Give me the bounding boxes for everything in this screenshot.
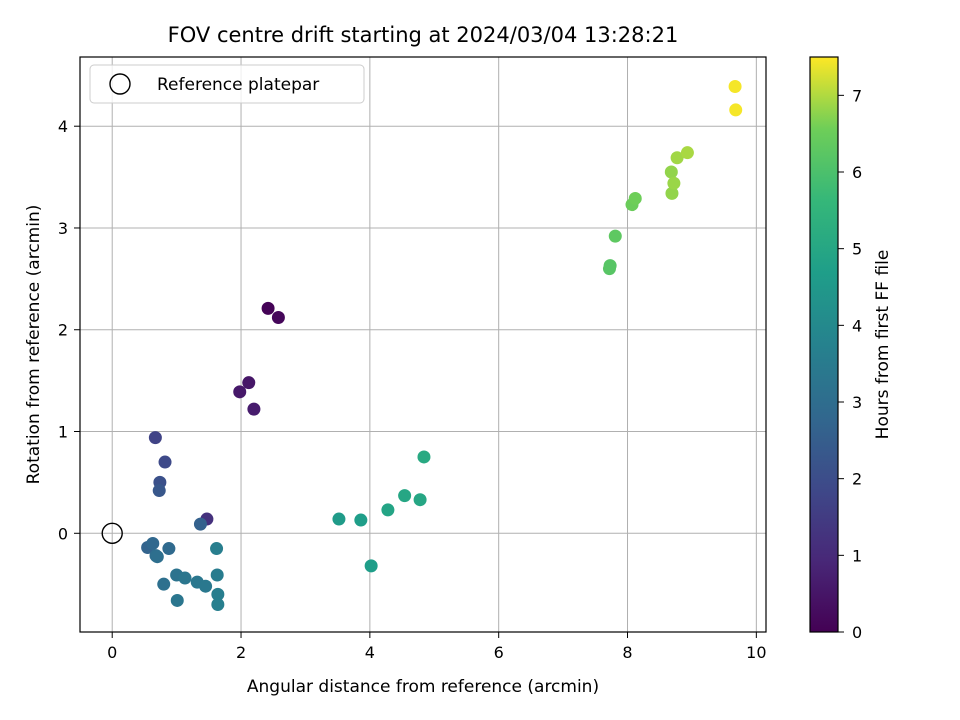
x-tick-label: 4 [365, 643, 375, 662]
colorbar-tick-label: 4 [852, 316, 862, 335]
legend: Reference platepar [89, 64, 365, 104]
data-point [158, 455, 172, 469]
data-point [178, 571, 192, 585]
data-point [193, 517, 207, 531]
x-tick-label: 10 [746, 643, 766, 662]
data-point [152, 484, 166, 498]
colorbar-gradient [810, 57, 838, 632]
chart-title: FOV centre drift starting at 2024/03/04 … [168, 23, 679, 47]
grid-lines [80, 57, 766, 632]
data-point [354, 513, 368, 527]
x-tick-label: 8 [622, 643, 632, 662]
y-axis-ticks: 0 1 2 3 4 [58, 117, 80, 543]
data-point [211, 598, 225, 612]
y-tick-label: 0 [58, 524, 68, 543]
data-point [667, 176, 681, 190]
y-tick-label: 3 [58, 219, 68, 238]
data-point [628, 191, 642, 205]
data-point [247, 402, 261, 416]
legend-box [89, 64, 365, 104]
colorbar-tick-label: 6 [852, 163, 862, 182]
y-tick-label: 1 [58, 423, 68, 442]
data-point [603, 259, 617, 273]
data-point [162, 542, 176, 556]
colorbar: 0 1 2 3 4 5 6 7 Hours from first FF file [809, 56, 893, 642]
data-point [608, 229, 622, 243]
colorbar-tick-label: 0 [852, 623, 862, 642]
legend-reference-marker [109, 73, 131, 95]
colorbar-title: Hours from first FF file [873, 250, 893, 440]
data-point [417, 450, 431, 464]
y-tick-label: 4 [58, 117, 68, 136]
data-point [364, 559, 378, 573]
data-point [665, 186, 679, 200]
colorbar-tick-label: 1 [852, 546, 862, 565]
x-tick-label: 0 [107, 643, 117, 662]
reference-marker-layer [101, 522, 123, 544]
colorbar-ticks: 0 1 2 3 4 5 6 7 [838, 86, 862, 642]
data-point [332, 512, 346, 526]
data-point [261, 301, 275, 315]
data-point [242, 376, 256, 390]
data-point [680, 146, 694, 160]
data-point [413, 493, 427, 507]
y-axis-title: Rotation from reference (arcmin) [24, 205, 44, 485]
colorbar-tick-label: 7 [852, 86, 862, 105]
data-point [271, 311, 285, 325]
data-point [146, 536, 160, 550]
data-point [233, 385, 247, 399]
data-point [670, 151, 684, 165]
data-point [398, 489, 412, 503]
data-points [141, 80, 743, 612]
colorbar-tick-label: 5 [852, 240, 862, 259]
data-point [170, 593, 184, 607]
data-point [729, 103, 743, 117]
data-point [210, 568, 224, 582]
data-point [210, 542, 224, 556]
x-tick-label: 2 [236, 643, 246, 662]
x-axis-ticks: 0 2 4 6 8 10 [107, 632, 767, 662]
plot-frame [79, 56, 767, 633]
data-point [211, 587, 225, 601]
legend-label: Reference platepar [157, 75, 319, 95]
x-axis-title: Angular distance from reference (arcmin) [247, 677, 599, 697]
reference-platepar-marker [101, 522, 123, 544]
data-point [150, 550, 164, 564]
y-tick-label: 2 [58, 321, 68, 340]
data-point [664, 165, 678, 179]
data-point [381, 503, 395, 517]
colorbar-frame [809, 56, 839, 633]
data-point [148, 431, 162, 445]
x-tick-label: 6 [494, 643, 504, 662]
colorbar-tick-label: 3 [852, 393, 862, 412]
data-point [728, 80, 742, 94]
colorbar-tick-label: 2 [852, 470, 862, 489]
data-point [157, 577, 171, 591]
data-point [199, 579, 213, 593]
